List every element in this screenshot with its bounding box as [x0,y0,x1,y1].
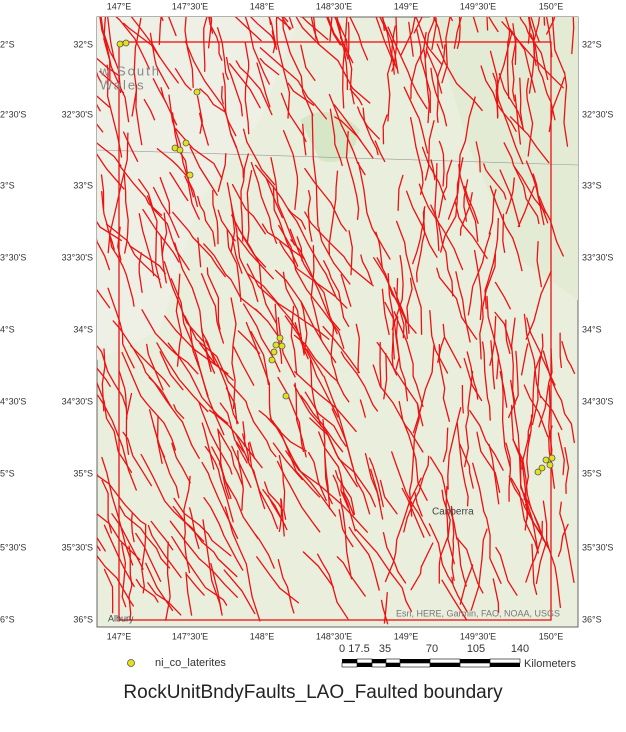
scale-segment [400,659,430,663]
scale-segment [430,663,460,667]
longitude-label: 150°E [539,631,564,641]
region-label: w South [99,63,161,78]
latitude-label-cut: 3°30'S [0,252,26,262]
legend-symbol [128,660,135,667]
scale-label: 0 [339,643,345,655]
latitude-label-cut: 2°S [0,39,15,49]
longitude-label: 149°30'E [460,1,496,11]
latitude-label: 35°30'S [582,542,613,552]
scale-label: 35 [379,643,391,655]
scale-segment [400,663,430,667]
longitude-label: 147°E [107,1,132,11]
longitude-label: 147°30'E [172,1,208,11]
latitude-label: 33°30'S [582,252,613,262]
latitude-label: 35°30'S [62,542,93,552]
map-page: w South Wales Canberra Albury Esri, HERE… [0,0,626,732]
latitude-label: 32°S [582,39,602,49]
scale-label: 70 [426,643,438,655]
scale-label: 140 [511,643,529,655]
scale-segment [460,659,490,663]
scale-segment [386,659,400,663]
scale-segment [342,663,357,667]
scale-segment [490,663,520,667]
latitude-label-cut: 4°30'S [0,396,26,406]
scale-segment [490,659,520,663]
latitude-label-cut: 4°S [0,324,15,334]
scale-segment [357,659,372,663]
longitude-label: 149°E [394,631,419,641]
longitude-label: 150°E [539,1,564,11]
longitude-label: 148°30'E [316,631,352,641]
fault-line [71,65,101,111]
latitude-label: 34°S [73,324,93,334]
latitude-label: 33°S [73,180,93,190]
scale-label: 17.5 [348,643,369,655]
longitude-label: 148°E [250,1,275,11]
scale-segment [430,659,460,663]
latitude-label: 33°S [582,180,602,190]
scale-segment [342,659,357,663]
longitude-label: 147°E [107,631,132,641]
legend-label: ni_co_laterites [155,657,226,669]
caption: RockUnitBndyFaults_LAO_Faulted boundary [123,682,503,703]
latitude-label: 32°30'S [62,109,93,119]
longitude-label: 147°30'E [172,631,208,641]
scale-segment [357,663,372,667]
latitude-label: 34°S [582,324,602,334]
latitude-label: 36°S [73,614,93,624]
longitude-label: 149°E [394,1,419,11]
latitude-label-cut: 2°30'S [0,109,26,119]
latitude-label: 35°S [582,468,602,478]
latitude-label: 36°S [582,614,602,624]
latitude-label: 35°S [73,468,93,478]
longitude-label: 148°E [250,631,275,641]
latitude-label: 32°S [73,39,93,49]
latitude-label-cut: 5°30'S [0,542,26,552]
scale-segment [372,663,386,667]
place-label: Albury [108,613,134,623]
scale-label: 105 [467,643,485,655]
scale-unit: Kilometers [524,658,576,670]
longitude-label: 149°30'E [460,631,496,641]
region-label: Wales [100,77,146,92]
scale-bar: 017.5 35 70 105 140 [339,643,529,667]
scale-segment [386,663,400,667]
latitude-label-cut: 3°S [0,180,15,190]
latitude-label: 34°30'S [582,396,613,406]
scale-segment [460,663,490,667]
latitude-label: 32°30'S [582,109,613,119]
latitude-label-cut: 5°S [0,468,15,478]
latitude-label: 33°30'S [62,252,93,262]
place-label: Canberra [432,507,474,518]
scale-segment [372,659,386,663]
latitude-label-cut: 6°S [0,614,15,624]
attribution: Esri, HERE, Garmin, FAO, NOAA, USGS [396,608,560,618]
longitude-label: 148°30'E [316,1,352,11]
latitude-label: 34°30'S [62,396,93,406]
